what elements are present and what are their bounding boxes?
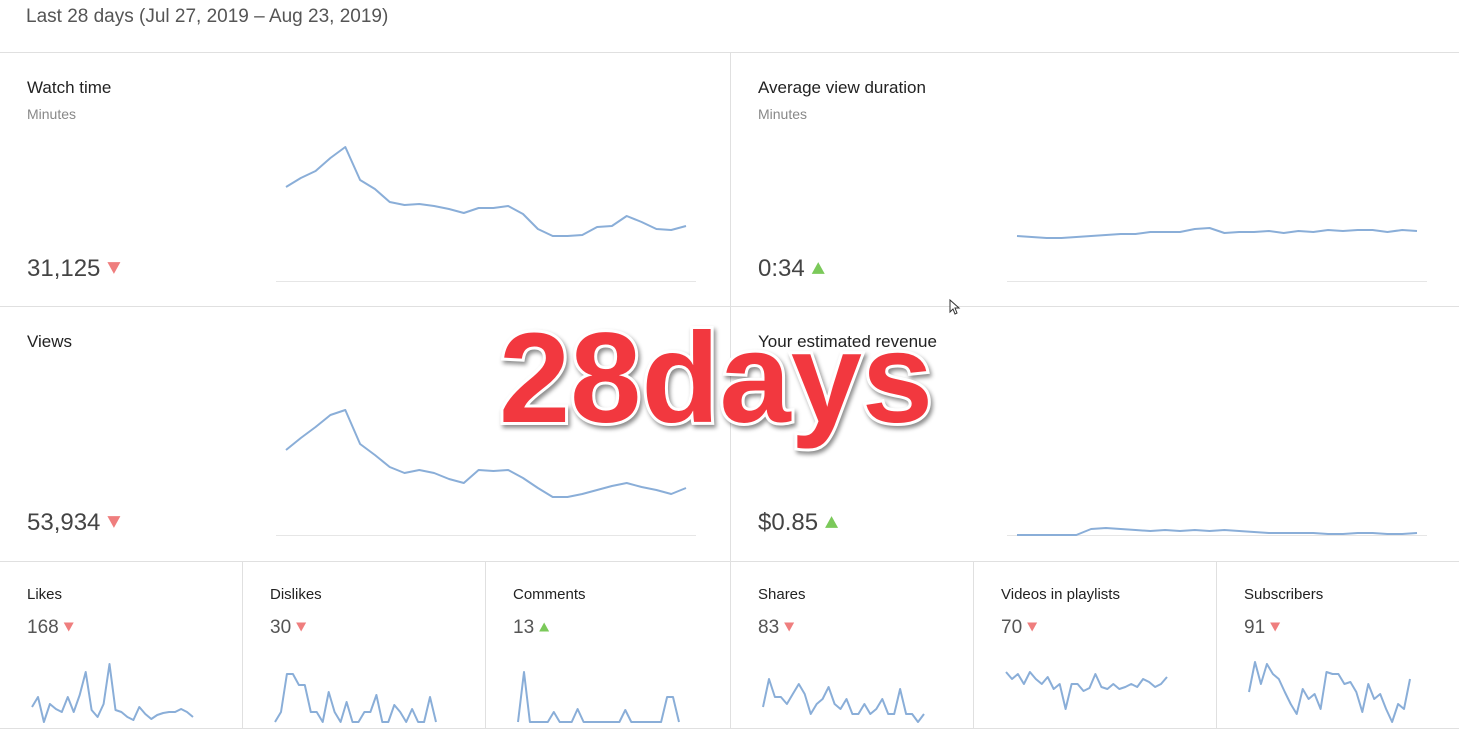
- period-title: Last 28 days (Jul 27, 2019 – Aug 23, 201…: [26, 6, 388, 27]
- card-title: Likes: [27, 586, 62, 603]
- cards: Watch time Minutes 31,125 Average view dura…: [27, 78, 1427, 723]
- card-title: Videos in playlists: [1001, 586, 1120, 603]
- sparkline: [1248, 661, 1411, 723]
- card-subtitle: Minutes: [758, 106, 807, 122]
- sparkline: [31, 663, 194, 723]
- card-value: 91: [1244, 617, 1265, 638]
- card-value: $0.85: [758, 509, 818, 536]
- card-title: Average view duration: [758, 78, 926, 97]
- sparkline: [1017, 527, 1418, 536]
- card-title: Subscribers: [1244, 586, 1323, 603]
- card-value: 168: [27, 617, 59, 638]
- cursor: [949, 298, 961, 315]
- card-value: 53,934: [27, 509, 100, 536]
- trend-down: [107, 262, 121, 274]
- card-value: 30: [270, 617, 291, 638]
- trend-up: [811, 262, 825, 274]
- card-value: 83: [758, 617, 779, 638]
- sparkline: [762, 678, 925, 723]
- sparkline: [517, 671, 680, 723]
- card-value: 0:34: [758, 255, 805, 282]
- sparkline: [1016, 227, 1418, 239]
- card-value: 13: [513, 617, 534, 638]
- card-title: Watch time: [27, 78, 111, 97]
- sparkline: [1005, 671, 1168, 710]
- trend-up: [539, 622, 550, 632]
- sparkline: [285, 146, 687, 237]
- overlay-text: 28days: [499, 307, 933, 450]
- card-title: Dislikes: [270, 586, 322, 603]
- card-subtitle: Minutes: [27, 106, 76, 122]
- card-title: Comments: [513, 586, 586, 603]
- card-value: 70: [1001, 617, 1022, 638]
- sparkline: [274, 673, 437, 723]
- trend-up: [825, 516, 839, 528]
- card-value: 31,125: [27, 255, 100, 282]
- trend-down: [1270, 622, 1281, 632]
- trend-down: [63, 622, 74, 632]
- card-title: Shares: [758, 586, 806, 603]
- sparkline: [285, 409, 687, 498]
- trend-down: [107, 516, 121, 528]
- trend-down: [784, 622, 795, 632]
- card-title: Your estimated revenue: [758, 332, 937, 351]
- card-title: Views: [27, 332, 72, 351]
- trend-down: [1027, 622, 1038, 632]
- trend-down: [296, 622, 307, 632]
